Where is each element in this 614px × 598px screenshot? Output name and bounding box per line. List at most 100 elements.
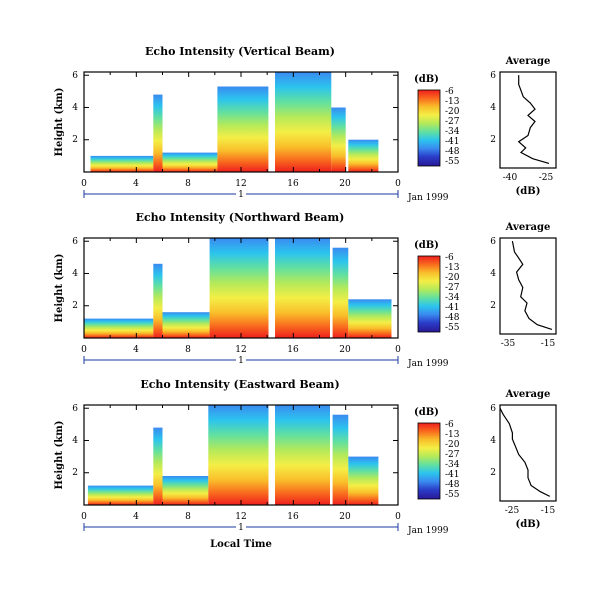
- panel-title: Echo Intensity (Northward Beam): [136, 211, 345, 224]
- colorbar-tick-label: -55: [445, 323, 460, 333]
- colorbar-tick-label: -27: [445, 283, 460, 293]
- echo-region: [275, 405, 330, 505]
- colorbar-tick-label: -41: [445, 470, 460, 480]
- average-x-tick-label: -35: [501, 339, 516, 349]
- echo-region: [162, 476, 209, 505]
- colorbar-gradient: [417, 422, 441, 500]
- colorbar-tick-label: -20: [445, 440, 460, 450]
- x-tick-label: 12: [235, 512, 246, 522]
- average-y-tick-label: 2: [490, 468, 496, 478]
- x-tick-label: 12: [235, 179, 246, 189]
- echo-region: [87, 485, 154, 505]
- x-tick-label: 8: [185, 345, 191, 355]
- colorbar-tick-label: -20: [445, 107, 460, 117]
- x-tick-label: 4: [133, 179, 139, 189]
- echo-region: [162, 312, 210, 338]
- average-profile-line: [511, 240, 553, 330]
- colorbar-tick-label: -34: [445, 293, 460, 303]
- x-tick-label: 4: [133, 345, 139, 355]
- colorbar-tick-label: -6: [445, 87, 454, 97]
- echo-fill: [84, 238, 392, 338]
- y-tick-label: 4: [72, 436, 78, 446]
- y-tick-label: 6: [72, 237, 78, 247]
- echo-region: [348, 456, 379, 505]
- colorbar-tick-label: -27: [445, 117, 460, 127]
- echo-region: [348, 299, 392, 338]
- colorbar-unit: (dB): [414, 407, 439, 418]
- x-tick-label: 20: [339, 345, 351, 355]
- y-tick-label: 6: [72, 71, 78, 81]
- average-x-label: (dB): [516, 186, 541, 197]
- echo-region: [153, 94, 163, 172]
- y-axis-label: Height (km): [54, 254, 65, 323]
- y-axis-label: Height (km): [54, 421, 65, 490]
- y-tick-label: 2: [72, 135, 78, 145]
- echo-region: [275, 72, 332, 172]
- average-y-tick-label: 2: [490, 301, 496, 311]
- x-tick-label: 16: [287, 512, 299, 522]
- echo-region: [209, 238, 269, 338]
- colorbar-tick-label: -55: [445, 157, 460, 167]
- x-tick-label: 0: [395, 512, 401, 522]
- colorbar-gradient: [417, 89, 441, 167]
- date-tick-label: 1: [238, 356, 244, 366]
- colorbar: (dB) -6 -13 -20 -27 -34 -41 -48 -55: [414, 74, 460, 167]
- y-tick-label: 2: [72, 301, 78, 311]
- average-y-tick-label: 2: [490, 135, 496, 145]
- echo-fill: [87, 405, 379, 505]
- echo-region: [84, 318, 154, 338]
- colorbar-tick-label: -6: [445, 253, 454, 263]
- echo-region: [153, 263, 163, 338]
- x-tick-label: 0: [81, 179, 87, 189]
- x-tick-label: 0: [81, 345, 87, 355]
- echo-fill: [90, 72, 379, 172]
- y-tick-label: 4: [72, 269, 78, 279]
- average-profile: Average 2 4 6 -35 -15: [490, 222, 557, 349]
- colorbar-gradient: [417, 255, 441, 333]
- average-y-tick-label: 4: [490, 103, 496, 113]
- average-profile-line: [499, 407, 551, 497]
- date-axis: 1: [83, 356, 399, 366]
- x-axis-label: Local Time: [210, 539, 272, 550]
- colorbar-tick-label: -34: [445, 460, 460, 470]
- echo-region: [348, 139, 379, 172]
- x-tick-label: 8: [185, 512, 191, 522]
- colorbar-unit: (dB): [414, 74, 439, 85]
- average-x-tick-label: -25: [505, 506, 520, 516]
- heatmap: [83, 71, 399, 173]
- colorbar-tick-label: -13: [445, 97, 460, 107]
- echo-region: [162, 152, 218, 172]
- x-tick-label: 0: [395, 179, 401, 189]
- average-y-tick-label: 6: [490, 404, 496, 414]
- colorbar-tick-label: -20: [445, 273, 460, 283]
- x-tick-label: 20: [339, 179, 351, 189]
- colorbar-tick-label: -34: [445, 127, 460, 137]
- x-tick-label: 4: [133, 512, 139, 522]
- panel-northward: Echo Intensity (Northward Beam) Height (…: [54, 211, 557, 369]
- colorbar-tick-label: -48: [445, 147, 460, 157]
- x-tick-label: 12: [235, 345, 246, 355]
- echo-region: [275, 238, 330, 338]
- panel-title: Echo Intensity (Eastward Beam): [140, 378, 339, 391]
- colorbar-tick-label: -48: [445, 313, 460, 323]
- average-frame: [499, 404, 557, 502]
- average-x-tick-label: -25: [539, 173, 554, 183]
- colorbar-tick-label: -41: [445, 303, 460, 313]
- average-profile-line: [517, 75, 550, 164]
- axis-ticks: [83, 72, 399, 172]
- date-tick-label: 1: [238, 523, 244, 533]
- panel-vertical: Echo Intensity (Vertical Beam) Height (k…: [54, 45, 557, 203]
- colorbar-tick-label: -41: [445, 137, 460, 147]
- colorbar-tick-label: -13: [445, 263, 460, 273]
- average-x-tick-label: -40: [503, 173, 518, 183]
- y-axis-label: Height (km): [54, 88, 65, 157]
- x-tick-label: 20: [339, 512, 351, 522]
- heatmap: [83, 404, 399, 506]
- x-tick-label: 0: [395, 345, 401, 355]
- x-tick-label: 0: [81, 512, 87, 522]
- echo-region: [332, 414, 349, 505]
- panel-title: Echo Intensity (Vertical Beam): [145, 45, 335, 58]
- date-label: Jan 1999: [407, 193, 449, 203]
- average-x-tick-label: -15: [541, 339, 556, 349]
